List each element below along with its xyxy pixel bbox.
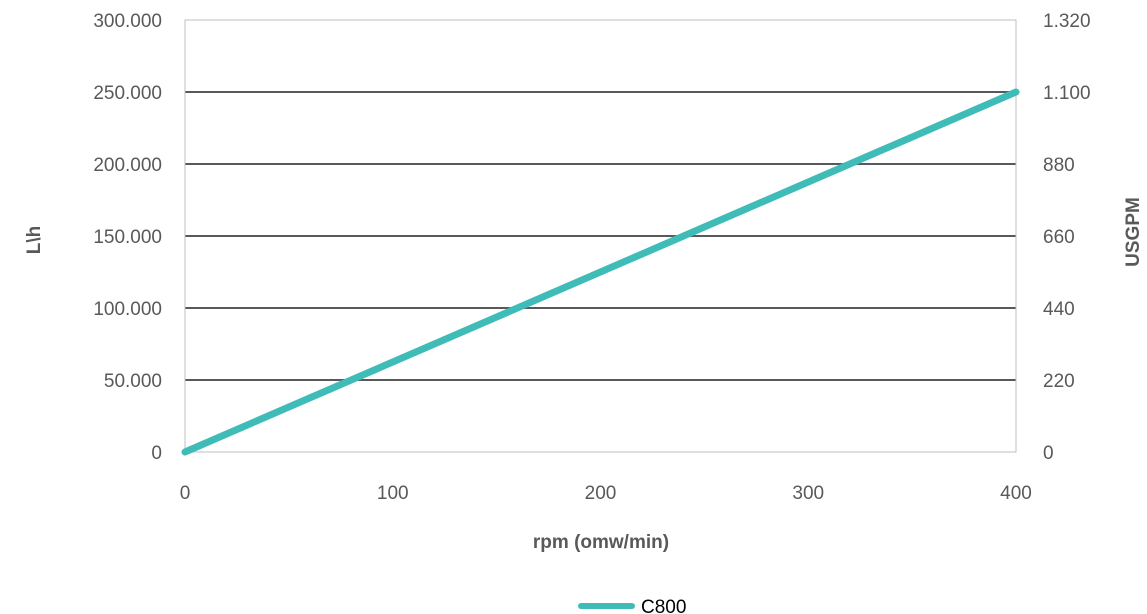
gridlines xyxy=(185,91,1016,381)
series-line-c800 xyxy=(181,88,1020,456)
y2-tick-label: 1.320 xyxy=(1043,11,1091,32)
y2-axis-ticks: 0 220 440 660 880 1.100 1.320 xyxy=(1043,11,1091,464)
y2-tick-label: 0 xyxy=(1043,443,1054,464)
legend-label-c800: C800 xyxy=(641,597,686,614)
x-tick-label: 300 xyxy=(792,483,824,504)
y-tick-label: 250.000 xyxy=(93,83,162,104)
y2-tick-label: 440 xyxy=(1043,299,1075,320)
y-tick-label: 0 xyxy=(151,443,162,464)
y-tick-label: 300.000 xyxy=(93,11,162,32)
x-tick-label: 100 xyxy=(377,483,409,504)
x-tick-label: 0 xyxy=(180,483,191,504)
y2-tick-label: 1.100 xyxy=(1043,83,1091,104)
plot-frame xyxy=(184,19,1017,453)
y-axis-ticks: 0 50.000 100.000 150.000 200.000 250.000 300.0… xyxy=(93,11,162,464)
x-tick-label: 200 xyxy=(585,483,617,504)
legend: C800 xyxy=(578,597,686,614)
y-axis-title: L\h xyxy=(24,226,45,255)
y2-tick-label: 220 xyxy=(1043,371,1075,392)
y-tick-label: 100.000 xyxy=(93,299,162,320)
y-tick-label: 200.000 xyxy=(93,155,162,176)
y2-axis-title: USGPM xyxy=(1123,197,1144,267)
x-axis-ticks: 0 100 200 300 400 xyxy=(180,483,1032,504)
y2-tick-label: 880 xyxy=(1043,155,1075,176)
x-axis-title: rpm (omw/min) xyxy=(533,532,669,553)
x-tick-label: 400 xyxy=(1000,483,1032,504)
y-tick-label: 150.000 xyxy=(93,227,162,248)
series-layer xyxy=(181,88,1020,456)
y-tick-label: 50.000 xyxy=(104,371,162,392)
y2-tick-label: 660 xyxy=(1043,227,1075,248)
